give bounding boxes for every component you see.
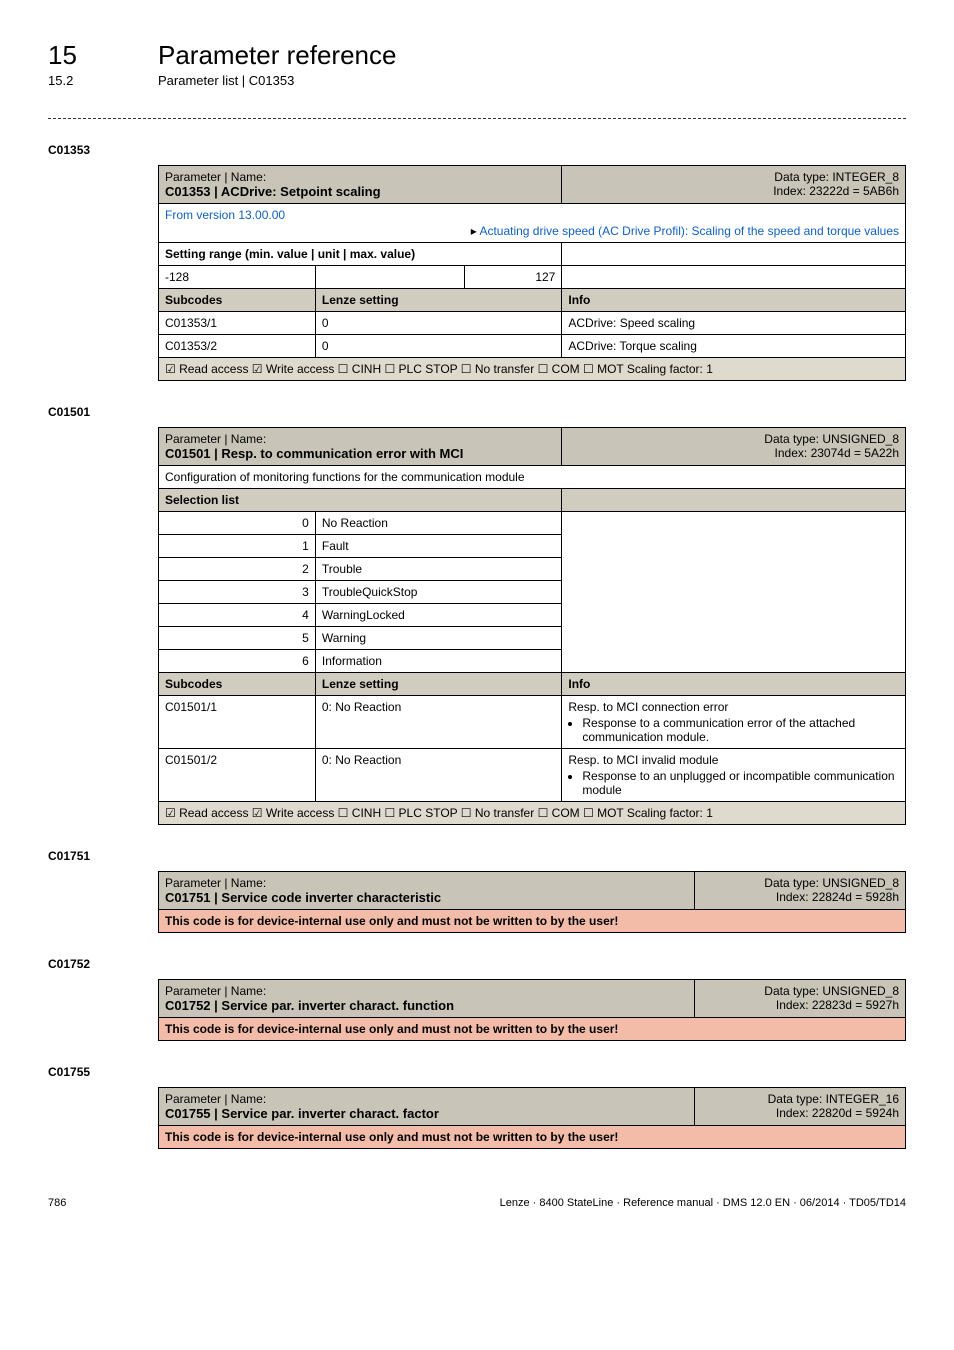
info-header: Info [562,673,906,696]
data-type: Data type: UNSIGNED_8 [701,984,899,998]
info-bullet: Response to an unplugged or incompatible… [582,769,899,797]
sel-text: Fault [315,535,562,558]
param-hdr-label: Parameter | Name: [165,876,688,890]
min-value: -128 [159,266,316,289]
setting-range-label: Setting range (min. value | unit | max. … [165,247,415,261]
index-value: Index: 23222d = 5AB6h [568,184,899,198]
sel-text: TroubleQuickStop [315,581,562,604]
info-cell: Resp. to MCI invalid module Response to … [562,749,906,802]
info-bullet: Response to a communication error of the… [582,716,899,744]
sel-text: Information [315,650,562,673]
sel-num: 4 [159,604,316,627]
param-code-name: C01755 | Service par. inverter charact. … [165,1106,688,1121]
info-cell: Resp. to MCI connection error Response t… [562,696,906,749]
subcode-cell: C01501/2 [159,749,316,802]
index-value: Index: 22824d = 5928h [701,890,899,904]
param-heading-c01752: C01752 [48,957,906,971]
index-value: Index: 22820d = 5924h [701,1106,899,1120]
sel-num: 5 [159,627,316,650]
access-row: ☑ Read access ☑ Write access ☐ CINH ☐ PL… [159,358,906,381]
sel-num: 3 [159,581,316,604]
actuating-link[interactable]: Actuating drive speed (AC Drive Profil):… [479,224,899,238]
index-value: Index: 23074d = 5A22h [568,446,899,460]
data-type: Data type: INTEGER_8 [568,170,899,184]
param-hdr-label: Parameter | Name: [165,984,688,998]
subcodes-header: Subcodes [159,673,316,696]
sel-num: 2 [159,558,316,581]
subcode-cell: C01353/2 [159,335,316,358]
lenze-cell: 0: No Reaction [315,696,562,749]
lenze-setting-header: Lenze setting [315,289,562,312]
max-value: 127 [465,266,562,289]
lenze-cell: 0: No Reaction [315,749,562,802]
param-block-c01501: Parameter | Name: C01501 | Resp. to comm… [158,427,906,825]
chapter-title: Parameter reference [158,40,396,71]
warning-text: This code is for device-internal use onl… [159,1018,906,1041]
info-header: Info [562,289,906,312]
info-cell: ACDrive: Speed scaling [562,312,906,335]
subcodes-header: Subcodes [159,289,316,312]
param-heading-c01501: C01501 [48,405,906,419]
param-block-c01755: Parameter | Name: C01755 | Service par. … [158,1087,906,1149]
page-header: 15 Parameter reference 15.2 Parameter li… [48,40,906,88]
divider [48,118,906,119]
param-block-c01353: Parameter | Name: C01353 | ACDrive: Setp… [158,165,906,381]
index-value: Index: 22823d = 5927h [701,998,899,1012]
param-block-c01752: Parameter | Name: C01752 | Service par. … [158,979,906,1041]
selection-list-header: Selection list [159,489,562,512]
subcode-cell: C01353/1 [159,312,316,335]
param-hdr-label: Parameter | Name: [165,170,555,184]
footer-page-number: 786 [48,1197,66,1209]
param-heading-c01755: C01755 [48,1065,906,1079]
from-version-link[interactable]: From version 13.00.00 [165,208,285,222]
param-code-name: C01751 | Service code inverter character… [165,890,688,905]
data-type: Data type: UNSIGNED_8 [701,876,899,890]
info-title: Resp. to MCI connection error [568,700,728,714]
info-title: Resp. to MCI invalid module [568,753,718,767]
data-type: Data type: UNSIGNED_8 [568,432,899,446]
data-type: Data type: INTEGER_16 [701,1092,899,1106]
sel-num: 0 [159,512,316,535]
warning-text: This code is for device-internal use onl… [159,910,906,933]
sel-num: 1 [159,535,316,558]
param-hdr-label: Parameter | Name: [165,432,555,446]
param-heading-c01353: C01353 [48,143,906,157]
param-code-name: C01501 | Resp. to communication error wi… [165,446,555,461]
lenze-cell: 0 [315,312,562,335]
lenze-setting-header: Lenze setting [315,673,562,696]
param-code-name: C01353 | ACDrive: Setpoint scaling [165,184,555,199]
sel-text: Trouble [315,558,562,581]
param-hdr-label: Parameter | Name: [165,1092,688,1106]
sel-text: No Reaction [315,512,562,535]
subcode-cell: C01501/1 [159,696,316,749]
sel-num: 6 [159,650,316,673]
footer-doc-info: Lenze · 8400 StateLine · Reference manua… [500,1197,906,1209]
section-number: 15.2 [48,73,158,88]
sel-text: WarningLocked [315,604,562,627]
section-subtitle: Parameter list | C01353 [158,73,294,88]
access-row: ☑ Read access ☑ Write access ☐ CINH ☐ PL… [159,802,906,825]
config-text: Configuration of monitoring functions fo… [159,466,906,489]
lenze-cell: 0 [315,335,562,358]
sel-text: Warning [315,627,562,650]
param-block-c01751: Parameter | Name: C01751 | Service code … [158,871,906,933]
page-footer: 786 Lenze · 8400 StateLine · Reference m… [48,1197,906,1209]
info-cell: ACDrive: Torque scaling [562,335,906,358]
param-code-name: C01752 | Service par. inverter charact. … [165,998,688,1013]
warning-text: This code is for device-internal use onl… [159,1126,906,1149]
chapter-number: 15 [48,40,158,71]
param-heading-c01751: C01751 [48,849,906,863]
